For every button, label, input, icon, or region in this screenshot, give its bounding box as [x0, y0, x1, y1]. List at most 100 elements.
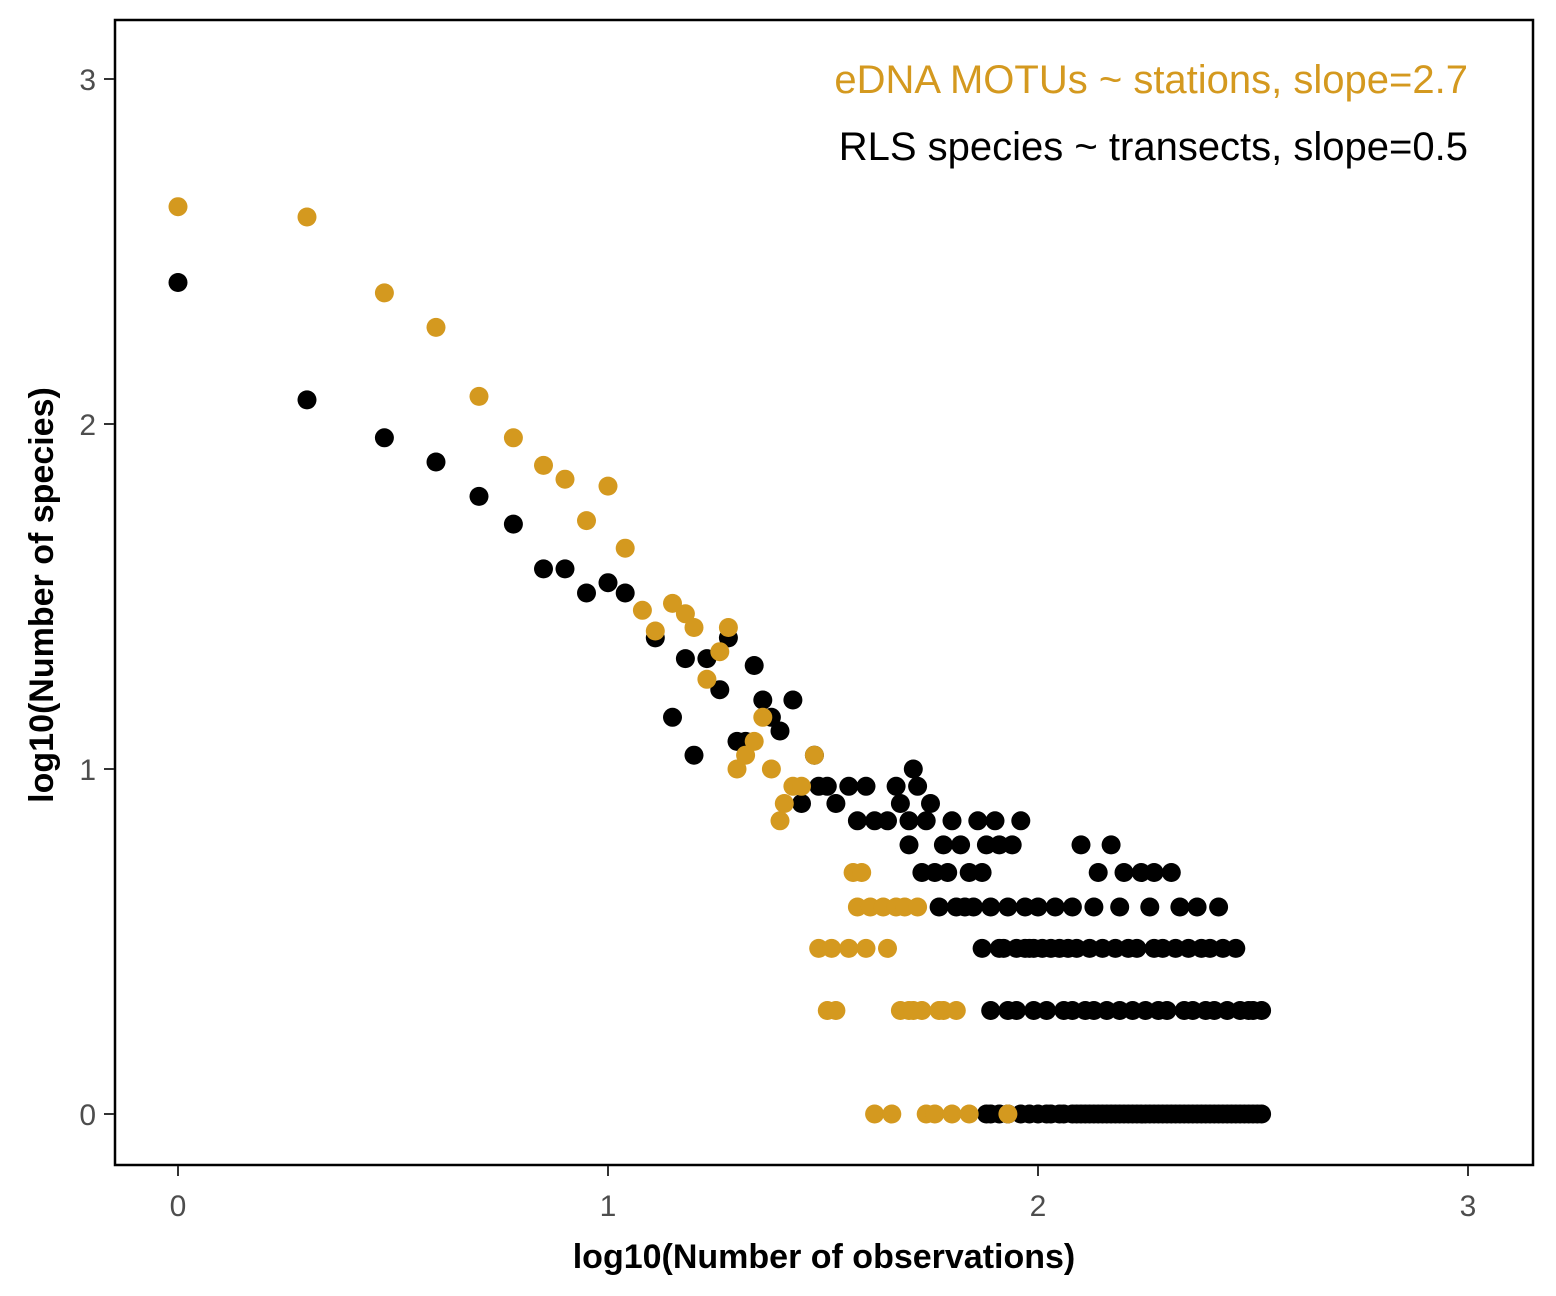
- data-point-edna: [598, 476, 618, 496]
- data-point-rls: [1140, 897, 1160, 917]
- data-point-rls: [1024, 1001, 1044, 1020]
- data-point-rls: [847, 811, 867, 831]
- x-tick-label: 2: [1030, 1190, 1047, 1223]
- plot-panel-border: [113, 18, 1535, 1167]
- data-point-rls: [985, 811, 1005, 831]
- data-point-rls: [1144, 863, 1164, 882]
- data-point-edna: [555, 469, 575, 489]
- data-point-rls: [792, 794, 811, 813]
- data-point-rls: [1170, 897, 1190, 917]
- data-point-edna: [718, 618, 738, 637]
- data-point-rls: [951, 835, 971, 855]
- data-point-rls: [1028, 897, 1048, 917]
- data-point-rls: [916, 811, 936, 831]
- y-tick-label: 0: [79, 1099, 96, 1132]
- data-point-rls: [886, 776, 906, 796]
- data-point-rls: [955, 897, 975, 917]
- data-point-rls: [890, 794, 910, 813]
- data-point-rls: [675, 649, 695, 669]
- data-point-edna: [856, 938, 876, 958]
- data-point-edna: [774, 794, 794, 813]
- data-point-rls: [168, 273, 188, 292]
- data-point-rls: [534, 559, 553, 579]
- data-point-rls: [1007, 1001, 1026, 1020]
- data-point-rls: [903, 759, 923, 779]
- data-point-rls: [1045, 897, 1065, 917]
- data-point-rls: [374, 428, 394, 448]
- data-point-rls: [1226, 938, 1246, 958]
- data-point-rls: [1144, 938, 1164, 958]
- data-point-rls: [1157, 1001, 1177, 1020]
- data-point-rls: [426, 452, 446, 472]
- data-point-rls: [817, 776, 837, 796]
- data-point-edna: [503, 428, 523, 448]
- annotation-edna: eDNA MOTUs ~ stations, slope=2.7: [834, 58, 1468, 102]
- data-point-rls: [908, 776, 928, 796]
- data-point-rls: [942, 811, 962, 831]
- data-point-edna: [826, 1001, 846, 1020]
- data-point-edna: [374, 283, 394, 303]
- data-point-rls: [972, 938, 992, 958]
- data-point-rls: [1127, 938, 1147, 958]
- data-point-edna: [839, 938, 859, 958]
- data-point-rls: [1161, 863, 1181, 882]
- annotation-rls: RLS species ~ transects, slope=0.5: [839, 125, 1468, 169]
- data-point-edna: [865, 1104, 885, 1124]
- data-point-edna: [736, 745, 756, 765]
- data-point-edna: [959, 1104, 979, 1124]
- data-point-edna: [645, 621, 665, 641]
- data-point-rls: [1110, 1001, 1130, 1020]
- data-point-rls: [878, 811, 897, 831]
- data-point-edna: [710, 642, 730, 662]
- data-point-rls: [297, 390, 317, 410]
- data-point-rls: [710, 680, 730, 700]
- y-tick-label: 1: [79, 754, 96, 787]
- data-point-edna: [744, 731, 764, 751]
- data-point-rls: [1252, 1001, 1272, 1020]
- data-point-rls: [1252, 1104, 1272, 1124]
- data-point-edna: [697, 669, 717, 689]
- data-point-edna: [822, 938, 842, 958]
- data-point-edna: [632, 600, 652, 620]
- data-point-edna: [297, 207, 317, 227]
- y-tick-label: 3: [79, 64, 96, 97]
- data-point-rls: [921, 794, 940, 813]
- data-point-rls: [1114, 863, 1134, 882]
- x-tick-label: 1: [600, 1190, 617, 1223]
- axis-ticks: 0 1 2 3 0 1 2 3: [79, 64, 1476, 1223]
- data-point-edna: [168, 197, 188, 217]
- data-point-rls: [998, 897, 1018, 917]
- data-point-rls: [744, 656, 764, 675]
- data-point-edna: [675, 604, 695, 624]
- points-layer: [168, 197, 1272, 1124]
- data-point-rls: [1101, 835, 1121, 855]
- data-point-rls: [503, 514, 523, 534]
- series-rls: [168, 273, 1272, 1124]
- data-point-edna: [942, 1104, 962, 1124]
- data-point-rls: [598, 573, 618, 593]
- data-point-rls: [783, 690, 803, 710]
- data-point-rls: [933, 835, 953, 855]
- data-point-rls: [615, 583, 635, 603]
- data-point-rls: [899, 811, 919, 831]
- data-point-rls: [684, 745, 704, 765]
- data-point-rls: [1110, 897, 1130, 917]
- data-point-edna: [753, 707, 773, 727]
- data-point-rls: [1088, 863, 1108, 882]
- data-point-edna: [761, 759, 781, 779]
- data-point-edna: [792, 776, 811, 796]
- data-point-edna: [912, 1001, 932, 1020]
- data-point-rls: [981, 897, 1001, 917]
- data-point-edna: [534, 455, 553, 475]
- data-point-edna: [684, 618, 704, 637]
- data-point-edna: [770, 811, 790, 831]
- data-point-edna: [925, 1104, 945, 1124]
- data-point-edna: [946, 1001, 966, 1020]
- data-point-edna: [998, 1104, 1018, 1124]
- data-point-rls: [1002, 835, 1022, 855]
- data-point-edna: [577, 511, 596, 531]
- data-point-edna: [469, 386, 489, 406]
- data-point-rls: [899, 835, 919, 855]
- data-point-rls: [663, 707, 682, 727]
- data-point-rls: [972, 863, 992, 882]
